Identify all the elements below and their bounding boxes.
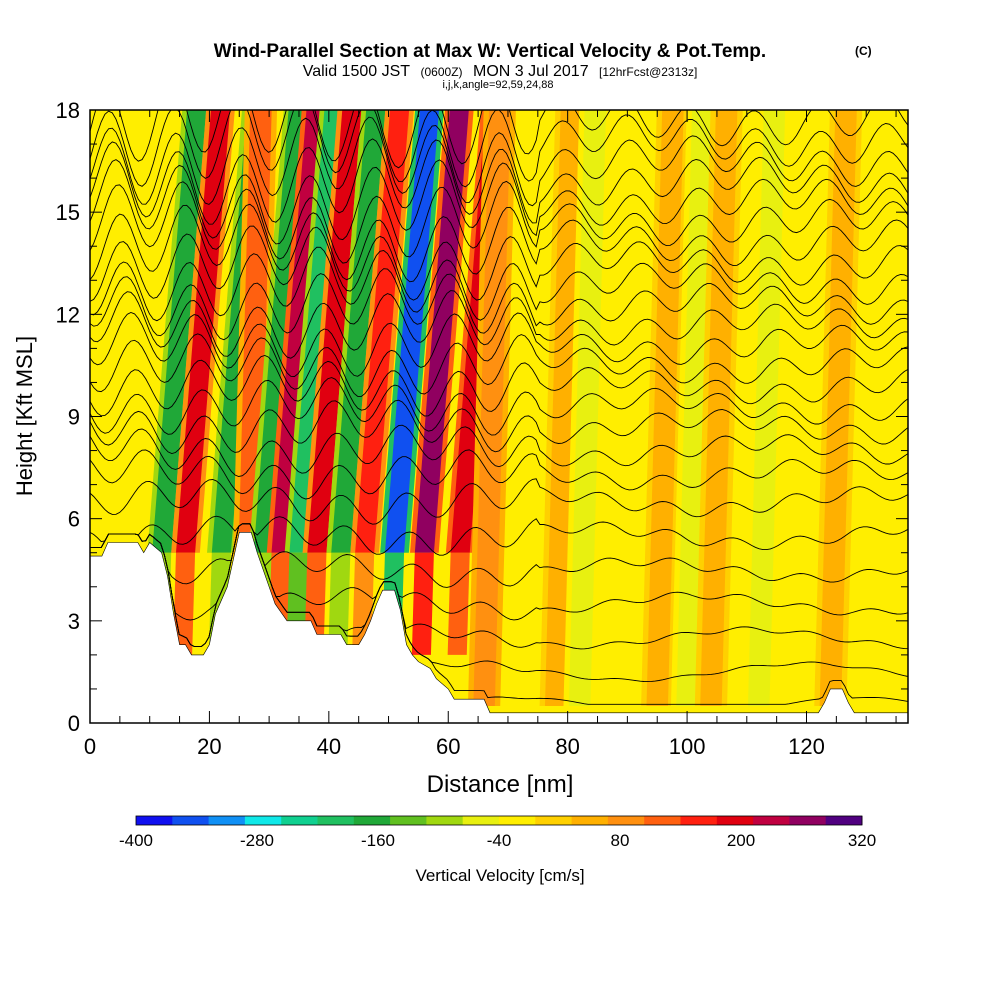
isentrope-line	[90, 515, 908, 556]
isentrope-line	[90, 377, 908, 436]
colorbar-swatch	[390, 816, 427, 825]
velocity-band	[700, 110, 738, 706]
velocity-band-lower	[328, 552, 351, 655]
y-tick-label: 12	[56, 302, 80, 327]
subtitle-valid-time: Valid 1500 JST	[303, 63, 411, 80]
colorbar-swatch	[426, 816, 464, 825]
velocity-band	[152, 110, 207, 553]
velocity-band	[676, 110, 714, 706]
x-tick-label: 0	[84, 734, 96, 759]
colorbar-frame	[135, 815, 863, 826]
velocity-band	[819, 110, 857, 706]
colorbar-swatch	[607, 816, 645, 825]
plot-area	[90, 110, 908, 723]
colorbar-swatch	[535, 816, 573, 825]
x-tick-label: 120	[788, 734, 825, 759]
subtitle-date: MON 3 Jul 2017	[473, 63, 589, 80]
isentrope-line	[90, 180, 908, 264]
colorbar-label: Vertical Velocity [cm/s]	[415, 866, 584, 885]
colorbar-tick-label: -40	[487, 831, 512, 850]
isentrope-line	[90, 312, 908, 377]
chart-subtitle: Valid 1500 JST (0600Z) MON 3 Jul 2017 [1…	[303, 63, 698, 80]
y-tick-label: 18	[56, 98, 80, 123]
x-tick-label: 60	[436, 734, 460, 759]
chart-title: Wind-Parallel Section at Max W: Vertical…	[214, 41, 766, 62]
x-axis-ticks: 0 20 40 60 80 100 120	[84, 110, 897, 759]
colorbar-swatch	[571, 816, 609, 825]
velocity-band	[331, 110, 386, 553]
velocity-band-lower	[447, 552, 470, 655]
y-axis-ticks: 0 3 6 9 12 15 18	[56, 98, 908, 736]
velocity-band	[544, 110, 583, 706]
colorbar-swatch	[281, 816, 318, 825]
subtitle-forecast: [12hrFcst@2313z]	[599, 65, 697, 79]
velocity-band	[307, 110, 362, 553]
colorbar-tick-label: 320	[848, 831, 876, 850]
velocity-band	[646, 110, 684, 706]
y-tick-label: 0	[68, 711, 80, 736]
x-tick-label: 100	[669, 734, 706, 759]
x-tick-label: 40	[317, 734, 341, 759]
colorbar-swatch	[208, 816, 246, 825]
x-tick-label: 20	[197, 734, 221, 759]
velocity-band	[473, 110, 511, 706]
title-copyright-mark: (C)	[855, 44, 872, 58]
isentrope-line	[90, 290, 908, 359]
y-tick-label: 9	[68, 405, 80, 430]
isentrope-line	[90, 523, 908, 621]
isentrope-line	[90, 478, 908, 525]
isentrope-line	[90, 246, 908, 322]
isentrope-line	[90, 449, 908, 500]
y-tick-label: 6	[68, 507, 80, 532]
isentrope-line	[90, 333, 908, 397]
colorbar-swatch	[172, 816, 210, 825]
x-tick-label: 80	[555, 734, 579, 759]
isentrope-line	[90, 110, 908, 188]
colorbar-swatch	[499, 816, 536, 825]
isentrope-line	[90, 523, 908, 588]
colorbar-tick-label: 200	[727, 831, 755, 850]
velocity-band	[568, 110, 607, 706]
colorbar-swatch	[825, 816, 863, 825]
isentrope-line	[90, 225, 908, 302]
y-tick-label: 3	[68, 609, 80, 634]
colorbar-swatch	[644, 816, 681, 825]
isentrope-line	[90, 424, 908, 477]
isentrope-line	[90, 268, 908, 341]
isentrope-lines	[90, 110, 908, 705]
isentrope-line	[90, 110, 908, 169]
isentrope-line	[90, 159, 908, 245]
colorbar-swatch	[716, 816, 754, 825]
isentrope-line	[90, 203, 908, 283]
y-axis-label: Height [Kft MSL]	[12, 336, 37, 496]
colorbar-swatch	[353, 816, 391, 825]
y-tick-label: 15	[56, 200, 80, 225]
colorbar-swatch	[244, 816, 282, 825]
colorbar-tick-label: 80	[611, 831, 630, 850]
velocity-band	[175, 110, 231, 553]
colorbar-tick-label: -280	[240, 831, 274, 850]
isentrope-line	[90, 399, 908, 454]
velocity-band-lower	[411, 552, 434, 655]
colorbar: -400 -280 -160 -40 80 200 320	[119, 815, 876, 850]
colorbar-swatch	[317, 816, 355, 825]
velocity-band	[747, 110, 786, 706]
colorbar-swatch	[462, 816, 500, 825]
isentrope-line	[90, 138, 908, 225]
isentrope-line	[90, 116, 908, 207]
isentrope-line	[90, 355, 908, 417]
colorbar-swatch	[789, 816, 827, 825]
velocity-bands	[147, 110, 863, 706]
colorbar-tick-label: -160	[361, 831, 395, 850]
colorbar-tick-label: -400	[119, 831, 153, 850]
colorbar-swatch	[680, 816, 718, 825]
colorbar-swatch	[136, 816, 173, 825]
subtitle-utc-time: (0600Z)	[421, 65, 463, 79]
chart-subtitle-indices: i,j,k,angle=92,59,24,88	[442, 79, 553, 91]
terrain-mask	[90, 532, 908, 723]
colorbar-swatch	[753, 816, 790, 825]
x-axis-label: Distance [nm]	[427, 771, 574, 798]
